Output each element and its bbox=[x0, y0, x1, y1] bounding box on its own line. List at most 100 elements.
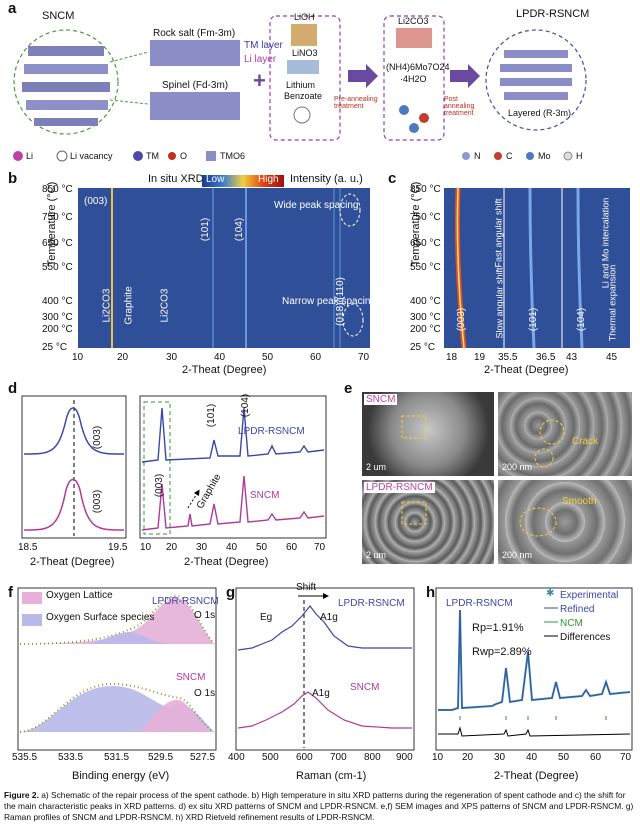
sem-note-smooth: Smooth bbox=[562, 496, 597, 507]
h-sample: LPDR-RSNCM bbox=[446, 598, 513, 609]
b-xtick-50: 50 bbox=[262, 352, 274, 363]
c-slow-shift: Slow angular shift bbox=[494, 267, 505, 339]
panel-f-xps bbox=[17, 587, 217, 751]
sem-scale-2: 200 nm bbox=[502, 462, 533, 472]
h-legend-refined: Refined bbox=[560, 604, 595, 615]
c-temp-25: 25 °C bbox=[410, 342, 436, 353]
d-right-104: (104) bbox=[240, 393, 252, 418]
f-xtick-529-5: 529.5 bbox=[148, 752, 174, 763]
legend-li: Li bbox=[26, 151, 34, 161]
c-temp-300: 300 °C bbox=[410, 312, 441, 323]
panel-c-heatmap: (003) (101) (104) Fast angular shift Slo… bbox=[444, 188, 630, 348]
c-temp-650: 650 °C bbox=[410, 238, 441, 249]
panel-b-label: b bbox=[8, 170, 18, 187]
h-xtick-10: 10 bbox=[432, 752, 444, 763]
b-temp-750: 750 °C bbox=[42, 212, 73, 223]
c-peak-104: (104) bbox=[576, 307, 588, 332]
sem-scale-1: 2 um bbox=[366, 462, 387, 472]
panel-f-label: f bbox=[8, 584, 13, 601]
caption-text: a) Schematic of the repair process of th… bbox=[4, 790, 634, 822]
g-mode-a1g-top: A1g bbox=[320, 612, 338, 623]
legend-mo: Mo bbox=[538, 151, 551, 161]
panel-d-xrd bbox=[21, 395, 327, 539]
b-narrow-spacing: Narrow peak spacing bbox=[282, 296, 376, 307]
d-left-xtick-18-5: 18.5 bbox=[18, 542, 38, 553]
g-sample-sncm: SNCM bbox=[350, 682, 380, 693]
d-left-003-bottom: (003) bbox=[92, 489, 104, 514]
panel-e-label: e bbox=[344, 380, 353, 397]
c-peak-lines bbox=[454, 188, 584, 348]
legend-n: N bbox=[474, 151, 481, 161]
sem-sncm-overview bbox=[362, 392, 494, 476]
sncm-lattice bbox=[22, 46, 110, 126]
b-xtick-10: 10 bbox=[72, 352, 84, 363]
sem-annotations bbox=[401, 415, 565, 537]
c-peak-101: (101) bbox=[528, 307, 540, 332]
c-thermal-expansion: Thermal expansion bbox=[607, 264, 618, 342]
h-rp: Rp=1.91% bbox=[472, 622, 524, 634]
b-temp-550: 550 °C bbox=[42, 262, 73, 273]
f-xtick-531-5: 531.5 bbox=[104, 752, 130, 763]
g-xlabel: Raman (cm-1) bbox=[296, 770, 367, 782]
c-xtick-36-5: 36.5 bbox=[536, 352, 556, 363]
b-temp-300: 300 °C bbox=[42, 312, 73, 323]
d-xtick-60: 60 bbox=[286, 542, 298, 553]
sem-tag-lpdr: LPDR-RSNCM bbox=[364, 482, 435, 493]
h-legend-differences: Differences bbox=[560, 632, 611, 643]
panel-b-title: In situ XRD bbox=[148, 173, 204, 185]
g-xtick-500: 500 bbox=[262, 752, 279, 763]
c-peak-003: (003) bbox=[456, 307, 468, 332]
reagent-lino3: LiNO3 bbox=[292, 48, 318, 58]
reagent-lithium: Lithium bbox=[286, 80, 316, 90]
li-layer-label: Li layer bbox=[244, 54, 277, 65]
f-legend-surface: Oxygen Surface species bbox=[46, 612, 155, 623]
f-orbital-bottom: O 1s bbox=[194, 688, 216, 699]
b-xlabel: 2-Theat (Degree) bbox=[182, 364, 267, 376]
g-sample-lpdr: LPDR-RSNCM bbox=[338, 598, 405, 609]
b-temp-850: 850 °C bbox=[42, 184, 73, 195]
d-right-101: (101) bbox=[206, 403, 218, 428]
h-xtick-20: 20 bbox=[462, 752, 474, 763]
g-shift: Shift bbox=[296, 582, 317, 593]
g-xtick-600: 600 bbox=[296, 752, 313, 763]
c-temp-550: 550 °C bbox=[410, 262, 441, 273]
d-xtick-30: 30 bbox=[196, 542, 208, 553]
d-sncm-label: SNCM bbox=[250, 490, 280, 501]
g-xtick-400: 400 bbox=[228, 752, 245, 763]
sem-scale-4: 200 nm bbox=[502, 550, 533, 560]
tm-layer-label: TM layer bbox=[244, 40, 283, 51]
h-xtick-40: 40 bbox=[526, 752, 538, 763]
caption-fig-number: Figure 2. bbox=[4, 790, 39, 800]
c-xtick-18: 18 bbox=[446, 352, 458, 363]
f-sample-sncm: SNCM bbox=[176, 672, 206, 683]
panel-h-rietveld: ✱ bbox=[435, 587, 633, 751]
post-annealing-label: Post annealing treatment bbox=[444, 96, 475, 117]
g-xtick-900: 900 bbox=[396, 752, 413, 763]
b-graphite: Graphite bbox=[123, 286, 135, 325]
panel-e-sem: SNCM LPDR-RSNCM Crack Smooth 2 um 200 nm… bbox=[362, 392, 632, 564]
g-mode-eg: Eg bbox=[260, 612, 273, 623]
c-xtick-35-5: 35.5 bbox=[498, 352, 518, 363]
b-xtick-60: 60 bbox=[310, 352, 322, 363]
colorbar-label: Intensity (a. u.) bbox=[290, 173, 363, 185]
colorbar-high: High bbox=[258, 174, 279, 185]
c-temp-200: 200 °C bbox=[410, 324, 441, 335]
f-xtick-533-5: 533.5 bbox=[58, 752, 84, 763]
legend-h: H bbox=[576, 151, 583, 161]
intensity-colorbar bbox=[202, 175, 284, 187]
h-xtick-50: 50 bbox=[558, 752, 570, 763]
layered-label: Layered (R-3m) bbox=[508, 108, 572, 118]
d-xtick-70: 70 bbox=[314, 542, 326, 553]
h-legend-ncm: NCM bbox=[560, 618, 583, 629]
g-xtick-700: 700 bbox=[330, 752, 347, 763]
d-lpdr-label: LPDR-RSNCM bbox=[238, 426, 305, 437]
b-li2co3-1: Li2CO3 bbox=[101, 288, 113, 323]
f-sample-lpdr: LPDR-RSNCM bbox=[152, 596, 219, 607]
b-temp-650: 650 °C bbox=[42, 238, 73, 249]
sem-scale-3: 2 um bbox=[366, 550, 387, 560]
f-xtick-535-5: 535.5 bbox=[12, 752, 38, 763]
reagent-benzoate: Benzoate bbox=[284, 91, 323, 101]
b-xtick-40: 40 bbox=[214, 352, 226, 363]
d-left-xtick-19-5: 19.5 bbox=[108, 542, 128, 553]
d-xtick-40: 40 bbox=[226, 542, 238, 553]
